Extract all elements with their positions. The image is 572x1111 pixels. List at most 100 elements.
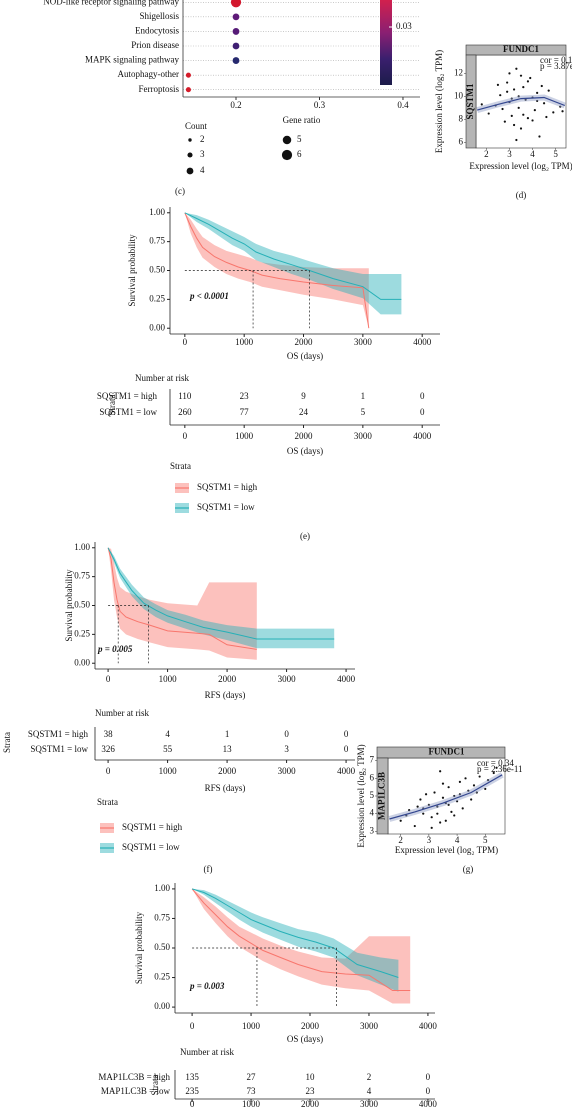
size-legend-key	[281, 149, 293, 161]
risk-count: 0	[284, 729, 289, 739]
point	[439, 770, 442, 773]
point	[519, 127, 523, 130]
point	[478, 775, 481, 778]
point	[439, 821, 442, 824]
survival-line	[107, 547, 257, 650]
strata-label: SQSTM1 = high	[97, 391, 158, 401]
y-tick-label: 5	[370, 790, 375, 800]
y-tick-label: 4	[370, 808, 375, 818]
annotation: cor = 0.34	[477, 758, 514, 768]
risk-count: 260	[178, 407, 192, 417]
dot	[185, 72, 191, 78]
category-label: MAPK signaling pathway	[85, 55, 179, 65]
point	[515, 138, 518, 142]
ci-band	[184, 212, 402, 315]
size-legend-label: 5	[297, 134, 302, 144]
risk-count: 0	[426, 1086, 431, 1096]
risk-count: 24	[299, 407, 309, 417]
x-tick-label: 0	[183, 337, 188, 347]
risk-table-ylabel: Strata	[150, 1075, 160, 1096]
y-tick-label: 6	[370, 772, 375, 782]
point	[492, 771, 495, 775]
y-tick-label: 0.00	[149, 322, 165, 332]
point	[506, 90, 509, 93]
y-tick-label: 0.50	[149, 265, 165, 275]
risk-count: 3	[284, 744, 289, 754]
point	[552, 111, 555, 114]
y-tick-label: 3	[370, 825, 375, 835]
x-tick-label: 3	[427, 835, 432, 845]
point	[433, 791, 436, 794]
risk-count: 0	[420, 407, 425, 417]
point	[436, 805, 439, 808]
point	[517, 95, 520, 98]
x-tick-label: 1000	[159, 674, 178, 684]
point	[444, 819, 447, 822]
point	[496, 83, 500, 86]
point	[529, 76, 532, 80]
legend-title: Strata	[170, 461, 191, 471]
risk-table-title: Number at risk	[180, 1047, 234, 1057]
panel-label: (c)	[175, 186, 185, 196]
y-tick-label: 6	[459, 136, 464, 146]
point	[561, 110, 564, 113]
strata-label: SQSTM1 = low	[30, 744, 88, 754]
point	[408, 809, 411, 812]
survival-line	[191, 888, 411, 991]
x-tick-label: 0.4	[397, 100, 409, 110]
survival-line	[107, 547, 335, 640]
risk-count: 13	[223, 744, 233, 754]
x-tick-label: 4	[455, 835, 460, 845]
panel-label: (f)	[204, 864, 213, 874]
survival-line	[184, 212, 370, 329]
point	[419, 798, 422, 801]
y-tick-label: 0.75	[149, 236, 165, 246]
strata-label: SQSTM1 = low	[99, 407, 157, 417]
ci-band	[108, 547, 335, 649]
point	[547, 89, 550, 92]
y-tick-label: 0.25	[149, 293, 165, 303]
risk-count: 135	[185, 1072, 199, 1082]
point	[522, 113, 525, 116]
strata-label: SQSTM1 = high	[28, 729, 89, 739]
point	[453, 814, 456, 817]
category-label: Ferroptosis	[139, 84, 180, 94]
strata-label: MAP1LC3B = low	[101, 1086, 171, 1096]
point	[510, 97, 513, 100]
point	[536, 99, 539, 103]
point	[540, 84, 543, 88]
point	[512, 123, 516, 127]
x-tick-label: 4000	[413, 337, 432, 347]
risk-table-ylabel: Strata	[2, 732, 12, 753]
survival-line	[191, 888, 399, 978]
x-tick-label: 2000	[295, 337, 314, 347]
y-tick-label: 0.75	[154, 913, 170, 923]
x-tick-label: 3000	[278, 674, 297, 684]
point	[464, 777, 467, 780]
y-tick-label: 0.75	[74, 571, 90, 581]
point	[450, 810, 453, 814]
risk-table-tick-label: 4000	[337, 766, 356, 776]
x-tick-label: 0	[106, 674, 111, 684]
point	[495, 766, 498, 769]
y-tick-label: 0.00	[74, 657, 90, 667]
point	[526, 117, 530, 120]
point	[531, 119, 534, 122]
annotation: p = 2.36e-11	[477, 764, 522, 774]
risk-table-tick-label: 0	[183, 431, 188, 441]
point	[399, 819, 402, 822]
risk-count: 0	[426, 1072, 431, 1082]
p-value: p = 0.005	[97, 644, 133, 654]
y-tick-label: 7	[370, 755, 375, 765]
fit-line	[477, 96, 566, 111]
risk-count: 0	[420, 391, 425, 401]
x-tick-label: 3000	[354, 337, 373, 347]
point	[515, 67, 518, 70]
ci-band	[108, 547, 257, 660]
annotation: cor = 0.107	[540, 55, 572, 65]
point	[455, 800, 459, 803]
y-tick-label: 0.00	[154, 1001, 170, 1011]
survival-line	[184, 212, 402, 300]
dot	[232, 28, 240, 35]
